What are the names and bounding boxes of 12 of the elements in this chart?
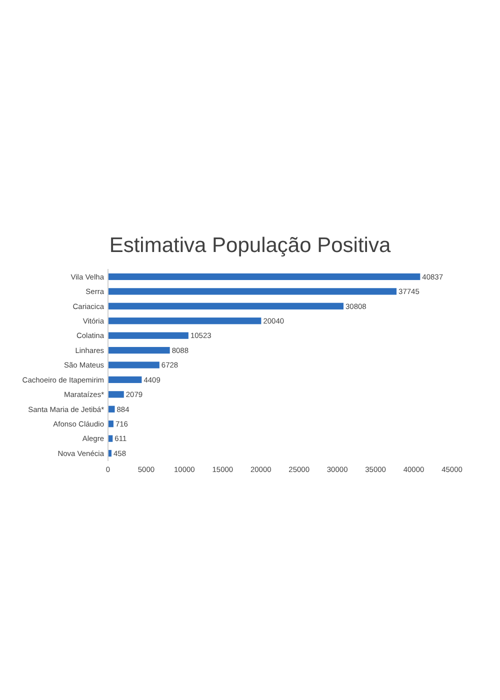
bar — [108, 376, 142, 384]
bar — [108, 273, 420, 280]
bar — [108, 332, 188, 339]
bar — [108, 391, 124, 398]
bar — [108, 318, 262, 324]
bar — [108, 362, 160, 368]
bar — [108, 406, 115, 412]
chart-title: Estimativa População Positiva — [109, 234, 391, 257]
bar — [108, 302, 344, 310]
bar — [108, 346, 170, 354]
bar — [108, 288, 397, 295]
bar — [108, 420, 114, 428]
